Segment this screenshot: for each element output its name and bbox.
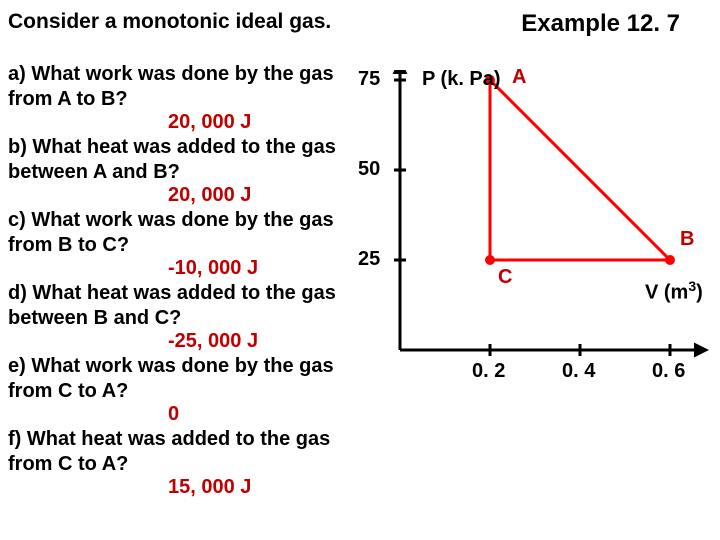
- q-a-ans: 20, 000 J: [168, 110, 378, 135]
- q-c: c) What work was done by the gas from B …: [8, 208, 378, 281]
- intro-text: Consider a monotonic ideal gas.: [8, 10, 331, 34]
- x-axis-label-text: V (m: [645, 282, 688, 304]
- q-e-text: e) What work was done by the gas from C …: [8, 355, 334, 402]
- xtick-0-4: 0. 4: [562, 360, 595, 383]
- q-e: e) What work was done by the gas from C …: [8, 354, 378, 427]
- xtick-0-6: 0. 6: [652, 360, 685, 383]
- q-f-text: f) What heat was added to the gas from C…: [8, 428, 330, 475]
- x-axis-label: V (m3): [645, 278, 703, 305]
- xtick-0-2: 0. 2: [472, 360, 505, 383]
- q-c-ans: -10, 000 J: [168, 256, 378, 281]
- ytick-75: 75: [358, 68, 380, 91]
- q-b: b) What heat was added to the gas betwee…: [8, 135, 378, 208]
- pv-chart-svg: [380, 70, 710, 400]
- q-b-ans: 20, 000 J: [168, 183, 378, 208]
- questions-block: a) What work was done by the gas from A …: [8, 62, 378, 500]
- x-axis-label-sup: 3: [688, 278, 696, 294]
- q-a-text: a) What work was done by the gas from A …: [8, 63, 334, 110]
- q-d-text: d) What heat was added to the gas betwee…: [8, 282, 336, 329]
- ytick-50: 50: [358, 158, 380, 181]
- q-d-ans: -25, 000 J: [168, 329, 378, 354]
- q-f: f) What heat was added to the gas from C…: [8, 427, 378, 500]
- q-b-text: b) What heat was added to the gas betwee…: [8, 136, 336, 183]
- q-c-text: c) What work was done by the gas from B …: [8, 209, 334, 256]
- pv-chart: P (k. Pa) V (m3) 75 50 25 0. 2 0. 4 0. 6…: [380, 70, 710, 400]
- point-label-a: A: [512, 66, 526, 89]
- q-a: a) What work was done by the gas from A …: [8, 62, 378, 135]
- y-axis-label: P (k. Pa): [422, 68, 501, 91]
- q-d: d) What heat was added to the gas betwee…: [8, 281, 378, 354]
- ytick-25: 25: [358, 248, 380, 271]
- q-e-ans: 0: [168, 402, 378, 427]
- point-label-c: C: [498, 266, 512, 289]
- example-title: Example 12. 7: [521, 10, 680, 38]
- point-label-b: B: [680, 228, 694, 251]
- q-f-ans: 15, 000 J: [168, 475, 378, 500]
- x-axis-label-close: ): [696, 282, 703, 304]
